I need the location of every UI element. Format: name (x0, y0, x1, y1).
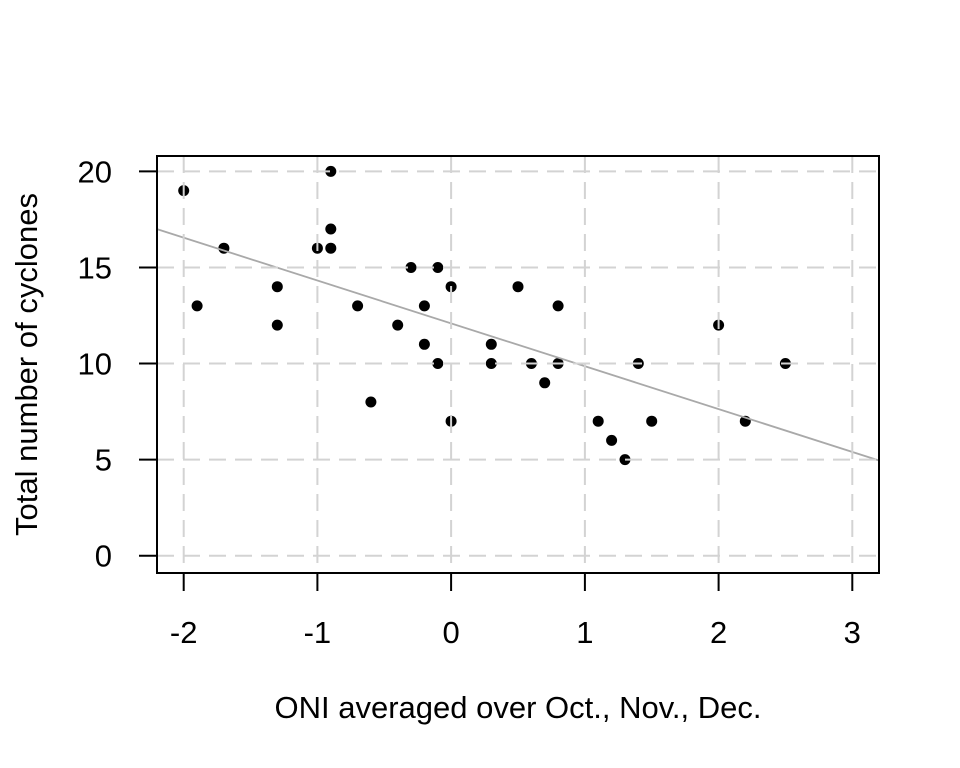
y-tick-label: 0 (95, 539, 112, 574)
data-point (432, 262, 444, 273)
data-point (418, 300, 430, 312)
data-point (392, 319, 404, 331)
data-point (325, 165, 337, 177)
y-tick-label: 10 (78, 347, 112, 382)
data-point (405, 262, 417, 273)
y-axis-title: Total number of cyclones (9, 193, 44, 536)
data-point (325, 242, 337, 254)
data-point (271, 281, 283, 293)
data-point (271, 319, 283, 331)
y-tick-labels: 0 5 10 15 20 (78, 154, 112, 573)
gridlines (157, 156, 879, 573)
data-point (592, 415, 604, 427)
x-tick-label: 2 (710, 615, 727, 650)
data-point (352, 300, 364, 312)
y-tick-label: 15 (78, 251, 112, 286)
x-tick-label: 3 (844, 615, 861, 650)
y-tick-label: 20 (78, 154, 112, 189)
y-tick-label: 5 (95, 443, 112, 478)
x-axis-title: ONI averaged over Oct., Nov., Dec. (275, 690, 762, 725)
data-point (606, 434, 618, 446)
x-tick-labels: -2 -1 0 1 2 3 (170, 615, 861, 650)
data-point (191, 300, 203, 312)
axis-ticks (139, 170, 854, 591)
regression-line-layer (156, 228, 880, 462)
data-point (646, 415, 658, 427)
x-tick-label: -1 (304, 615, 332, 650)
data-point (325, 223, 337, 235)
regression-line (156, 228, 880, 462)
data-point (512, 281, 524, 293)
data-point (552, 300, 564, 312)
x-tick-label: 1 (576, 615, 593, 650)
data-point (485, 338, 497, 350)
data-point (432, 358, 444, 369)
x-tick-label: -2 (170, 615, 198, 650)
data-point (365, 396, 377, 408)
data-point (539, 377, 551, 389)
x-tick-label: 0 (442, 615, 459, 650)
data-point (418, 338, 430, 350)
data-points (178, 165, 791, 466)
data-point (485, 358, 497, 369)
